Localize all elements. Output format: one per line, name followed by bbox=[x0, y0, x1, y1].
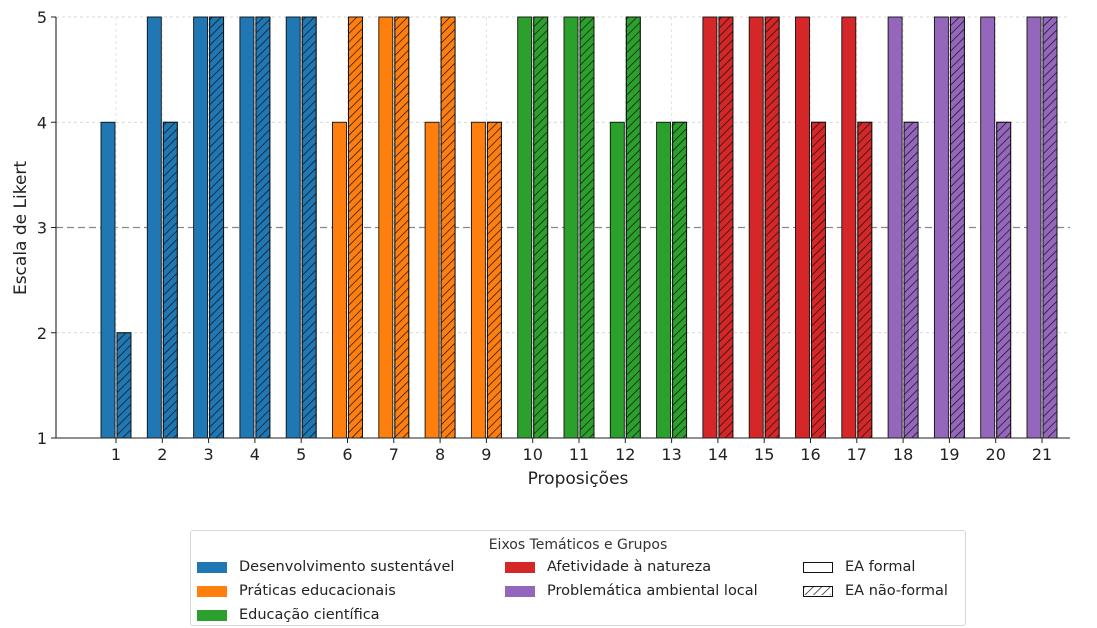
grid-lines bbox=[56, 16, 1070, 438]
legend-label: EA formal bbox=[845, 559, 916, 575]
x-tick-label: 18 bbox=[893, 445, 913, 464]
x-tick-label: 13 bbox=[661, 445, 681, 464]
x-tick-label: 7 bbox=[389, 445, 399, 464]
x-tick-label: 2 bbox=[157, 445, 167, 464]
legend-swatch-blue bbox=[197, 561, 227, 573]
bar-hatch-overlay bbox=[348, 16, 363, 439]
x-tick-label: 20 bbox=[986, 445, 1006, 464]
legend-item-praticas: Práticas educacionais bbox=[197, 581, 396, 601]
x-tick-label: 9 bbox=[481, 445, 491, 464]
legend-item-problematica: Problemática ambiental local bbox=[505, 581, 758, 601]
x-tick-label: 11 bbox=[569, 445, 589, 464]
bar-hatch-overlay bbox=[533, 16, 549, 439]
x-tick-label: 15 bbox=[754, 445, 774, 464]
bar-ea-formal bbox=[285, 16, 301, 439]
legend-item-ea-formal: EA formal bbox=[803, 557, 915, 577]
bar-hatch-overlay bbox=[579, 16, 595, 439]
legend: Eixos Temáticos e Grupos Desenvolvimento… bbox=[190, 530, 966, 626]
legend-swatch-red bbox=[505, 561, 535, 573]
x-tick-label: 3 bbox=[204, 445, 214, 464]
bar-ea-formal bbox=[100, 121, 116, 439]
x-tick-label: 14 bbox=[708, 445, 728, 464]
legend-swatch-green bbox=[197, 609, 227, 621]
x-tick-label: 8 bbox=[435, 445, 445, 464]
bar-hatch-overlay bbox=[486, 121, 502, 439]
x-tick-label: 17 bbox=[847, 445, 867, 464]
x-tick-label: 5 bbox=[296, 445, 306, 464]
bar-hatch-overlay bbox=[718, 16, 734, 439]
legend-label: Educação científica bbox=[239, 607, 380, 623]
bar-ea-formal bbox=[146, 16, 162, 439]
legend-label: Desenvolvimento sustentável bbox=[239, 559, 455, 575]
bar-ea-formal bbox=[378, 16, 394, 439]
bar-hatch-overlay bbox=[811, 121, 826, 439]
legend-swatch-solid bbox=[803, 561, 833, 573]
y-tick-label: 5 bbox=[37, 8, 47, 27]
legend-title: Eixos Temáticos e Grupos bbox=[488, 537, 668, 553]
legend-label: Afetividade à natureza bbox=[547, 559, 712, 575]
y-tick-label: 4 bbox=[37, 113, 47, 132]
bar-ea-formal bbox=[239, 16, 255, 439]
x-tick-label: 19 bbox=[939, 445, 959, 464]
legend-label: Problemática ambiental local bbox=[547, 583, 758, 599]
y-tick-label: 1 bbox=[37, 429, 47, 448]
bar-hatch-overlay bbox=[903, 121, 919, 439]
bar-hatch-overlay bbox=[672, 121, 688, 439]
x-axis-label: Proposições bbox=[528, 469, 629, 489]
x-tick-label: 12 bbox=[615, 445, 635, 464]
bar-hatch-overlay bbox=[764, 16, 780, 439]
bar-hatch-overlay bbox=[996, 121, 1012, 439]
bar-ea-formal bbox=[332, 121, 347, 439]
x-tick-label: 10 bbox=[523, 445, 543, 464]
bar-ea-formal bbox=[424, 121, 440, 439]
bar-ea-formal bbox=[193, 16, 209, 439]
bar-hatch-overlay bbox=[162, 121, 178, 439]
legend-swatch-hatched bbox=[803, 585, 833, 597]
bar-ea-formal bbox=[702, 16, 718, 439]
bar-hatch-overlay bbox=[301, 16, 317, 439]
x-tick-label: 4 bbox=[250, 445, 260, 464]
bar-ea-formal bbox=[517, 16, 533, 439]
x-tick-label: 6 bbox=[342, 445, 352, 464]
legend-item-ea-nao-formal: EA não-formal bbox=[803, 581, 948, 601]
legend-item-desenvolvimento: Desenvolvimento sustentável bbox=[197, 557, 454, 577]
bar-hatch-overlay bbox=[1042, 16, 1058, 439]
bar-ea-formal bbox=[980, 16, 996, 439]
bar-ea-formal bbox=[470, 121, 486, 439]
bar-hatch-overlay bbox=[209, 16, 225, 439]
legend-swatch-orange bbox=[197, 585, 227, 597]
legend-item-educacao: Educação científica bbox=[197, 605, 380, 625]
y-tick-label: 2 bbox=[37, 324, 47, 343]
bar-hatch-overlay bbox=[949, 16, 965, 439]
bar-ea-formal bbox=[933, 16, 949, 439]
bar-ea-formal bbox=[795, 16, 810, 439]
bar-hatch-overlay bbox=[116, 332, 132, 439]
bar-hatch-overlay bbox=[857, 121, 873, 439]
bar-ea-formal bbox=[1026, 16, 1042, 439]
bar-hatch-overlay bbox=[440, 16, 456, 439]
bar-ea-formal bbox=[841, 16, 857, 439]
y-tick-label: 3 bbox=[37, 219, 47, 238]
x-tick-label: 16 bbox=[800, 445, 820, 464]
bar-hatch-overlay bbox=[625, 16, 641, 439]
legend-label: EA não-formal bbox=[845, 583, 948, 599]
legend-swatch-purple bbox=[505, 585, 535, 597]
bars bbox=[100, 16, 1058, 439]
bar-ea-formal bbox=[563, 16, 579, 439]
y-axis-label: Escala de Likert bbox=[11, 161, 31, 295]
bar-ea-formal bbox=[887, 16, 903, 439]
bar-hatch-overlay bbox=[255, 16, 271, 439]
legend-label: Práticas educacionais bbox=[239, 583, 396, 599]
legend-item-afetividade: Afetividade à natureza bbox=[505, 557, 711, 577]
bar-hatch-overlay bbox=[394, 16, 410, 439]
x-tick-label: 1 bbox=[111, 445, 121, 464]
bar-ea-formal bbox=[609, 121, 625, 439]
x-tick-label: 21 bbox=[1032, 445, 1052, 464]
bar-ea-formal bbox=[748, 16, 764, 439]
bar-ea-formal bbox=[656, 121, 672, 439]
